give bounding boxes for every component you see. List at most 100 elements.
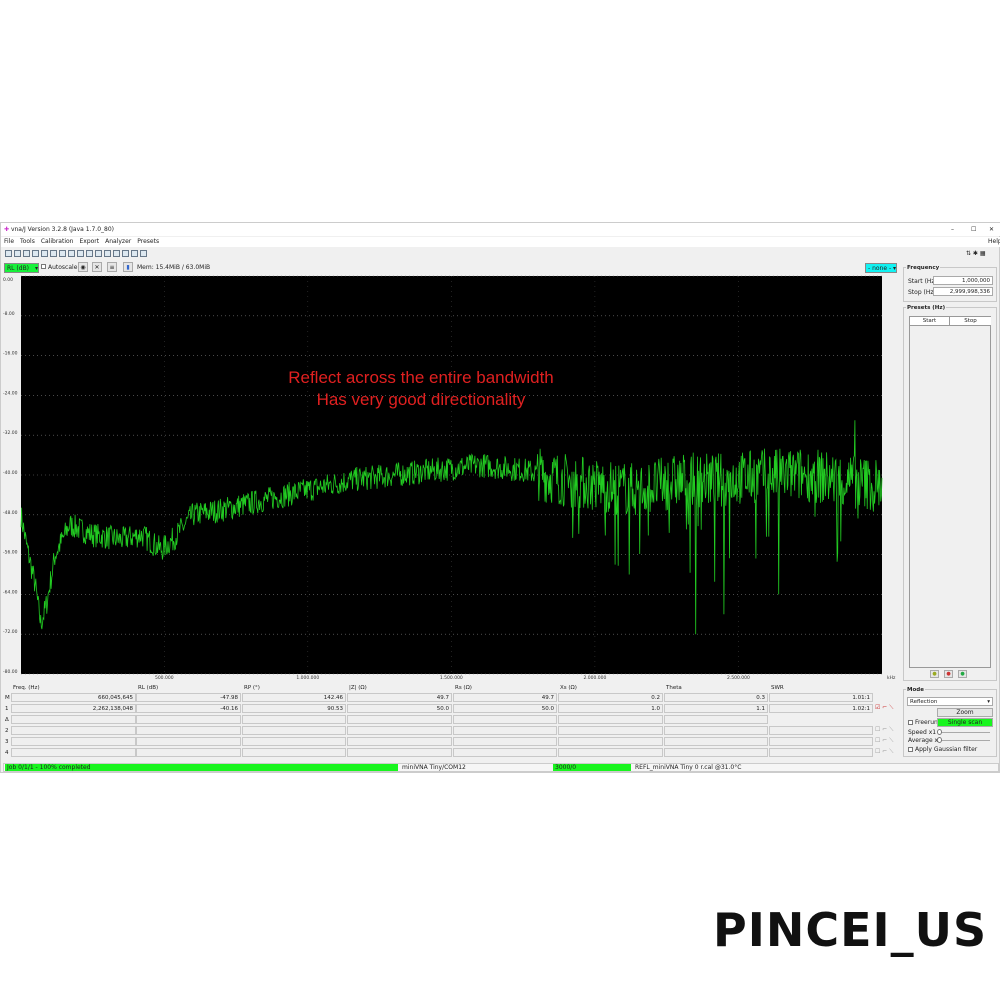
menu-file[interactable]: File (4, 238, 15, 245)
window-title: vna/J Version 3.2.8 (Java 1.7.0_80) (10, 226, 114, 233)
mode-select[interactable]: Reflection ▾ (907, 697, 993, 706)
table-cell (242, 737, 346, 746)
xml-icon[interactable] (131, 250, 138, 257)
thermometer-icon[interactable]: ▮ (123, 262, 133, 272)
settings-icon[interactable] (68, 250, 75, 257)
add-preset-icon[interactable]: ● (930, 670, 939, 678)
zoom-button[interactable]: Zoom (937, 708, 993, 717)
analyzer-icon[interactable] (5, 250, 12, 257)
table-cell (11, 715, 136, 724)
frequency-title: Frequency (906, 265, 941, 271)
maximize-button[interactable]: ☐ (971, 226, 977, 233)
row-label: 4 (5, 750, 9, 756)
device-status: miniVNA Tiny/COM12 (402, 764, 466, 771)
table-cell: 49.7 (453, 693, 557, 702)
table-cell (11, 737, 136, 746)
start-label: Start (Hz) (908, 278, 937, 285)
image-export-icon[interactable] (77, 250, 84, 257)
gaussian-checkbox[interactable] (908, 747, 913, 752)
table-cell (664, 726, 768, 735)
overlay-select[interactable]: - none - ▾ (865, 263, 897, 273)
marker-options-icon[interactable]: ☐ ⌐ ⟍ (875, 726, 894, 733)
panel-icons[interactable]: ⇅ ✱ ▦ (966, 250, 986, 257)
pause-icon[interactable] (50, 250, 57, 257)
pdf-icon[interactable] (95, 250, 102, 257)
color-icon[interactable]: ◉ (78, 262, 88, 272)
close-button[interactable]: ✕ (989, 226, 995, 233)
menu-export[interactable]: Export (79, 238, 100, 245)
rl-trace (20, 420, 883, 635)
network-icon[interactable] (41, 250, 48, 257)
delete-preset-icon[interactable]: ● (944, 670, 953, 678)
average-slider[interactable] (938, 740, 990, 741)
row-label: 3 (5, 739, 9, 745)
memory-status: Mem: 15.4MiB / 63.0MiB (137, 264, 211, 271)
title-bar: ✚ vna/J Version 3.2.8 (Java 1.7.0_80) – … (1, 223, 1000, 236)
table-cell: 50.0 (347, 704, 452, 713)
marker-options-icon[interactable]: ☐ ⌐ ⟍ (875, 737, 894, 744)
trace-select[interactable]: RL (dB) ▾ (4, 263, 39, 273)
table-cell: 0.2 (558, 693, 663, 702)
table-cell: 1.02:1 (769, 704, 873, 713)
table-cell: -47.98 (136, 693, 241, 702)
rl-chart[interactable]: 0.00 -8.00 -16.00 -24.00 -32.00 -40.00 -48.00 -… (1, 275, 899, 737)
menu-tools[interactable]: Tools (20, 238, 35, 245)
chart-toolbar: RL (dB) ▾ Autoscale ◉ ✕ ≡ ▮ Mem: 15.4MiB … (1, 262, 899, 275)
x-tick-label: 2.500.000 (727, 675, 750, 681)
column-header: Xs (Ω) (560, 685, 577, 691)
marker-icon[interactable]: ≡ (107, 262, 117, 272)
autoscale-checkbox[interactable] (41, 264, 46, 269)
scale-icon[interactable]: ✕ (92, 262, 102, 272)
mode-group: Mode Reflection ▾ Zoom Freerun Single sca… (903, 687, 997, 757)
marker-options-icon[interactable]: ☐ ⌐ ⟍ (875, 748, 894, 755)
table-cell (347, 737, 452, 746)
speed-label: Speed x1 (908, 729, 937, 736)
row-label: Δ (5, 717, 9, 723)
row-label: M (5, 695, 10, 701)
xls-icon[interactable] (113, 250, 120, 257)
y-tick-label: -8.00 (3, 311, 15, 317)
save-icon[interactable] (86, 250, 93, 257)
csv-icon[interactable] (59, 250, 66, 257)
x-tick-label: 500.000 (155, 675, 174, 681)
column-header: Theta (666, 685, 682, 691)
table-cell (664, 748, 768, 757)
menu-help[interactable]: Help (988, 238, 1000, 245)
export-icon[interactable] (32, 250, 39, 257)
menu-calibration[interactable]: Calibration (40, 238, 74, 245)
stop-label: Stop (Hz) (908, 289, 936, 296)
calibrate-icon[interactable] (14, 250, 21, 257)
menu-presets[interactable]: Presets (137, 238, 160, 245)
zoom-icon[interactable] (104, 250, 111, 257)
table-cell (558, 737, 663, 746)
average-slider-handle[interactable] (937, 737, 942, 743)
speed-slider[interactable] (938, 732, 990, 733)
minimize-button[interactable]: – (951, 226, 954, 233)
start-frequency-input[interactable]: 1,000,000 (933, 276, 993, 285)
marker-options-icon[interactable]: ☑ ⌐ ⟍ (875, 704, 894, 711)
table-cell (558, 748, 663, 757)
speed-slider-handle[interactable] (937, 729, 942, 735)
calibration-status: REFL_miniVNA Tiny 0 r.cal @31.0°C (635, 764, 742, 771)
eraser-icon[interactable] (140, 250, 147, 257)
info-icon[interactable] (23, 250, 30, 257)
annotation-line-1: Reflect across the entire bandwidth (288, 368, 554, 387)
table-cell (769, 737, 873, 746)
table-cell: 1.1 (664, 704, 768, 713)
column-header: SWR (771, 685, 784, 691)
samples-status: 3000/0 (553, 764, 631, 771)
grid-icon[interactable] (122, 250, 129, 257)
stop-frequency-input[interactable]: 2,999,998,336 (933, 287, 993, 296)
freerun-checkbox[interactable] (908, 720, 913, 725)
load-preset-icon[interactable]: ● (958, 670, 967, 678)
single-scan-button[interactable]: Single scan (937, 718, 993, 727)
menu-analyzer[interactable]: Analyzer (105, 238, 132, 245)
table-cell (347, 726, 452, 735)
y-tick-label: -32.00 (3, 430, 18, 436)
autoscale-label: Autoscale (48, 264, 78, 271)
table-cell (242, 726, 346, 735)
presets-col-stop[interactable]: Stop (950, 317, 991, 326)
presets-table[interactable]: Start Stop (909, 316, 991, 668)
job-progress: Job 0/1/1 - 100% completed (5, 764, 398, 771)
presets-col-start[interactable]: Start (910, 317, 950, 326)
